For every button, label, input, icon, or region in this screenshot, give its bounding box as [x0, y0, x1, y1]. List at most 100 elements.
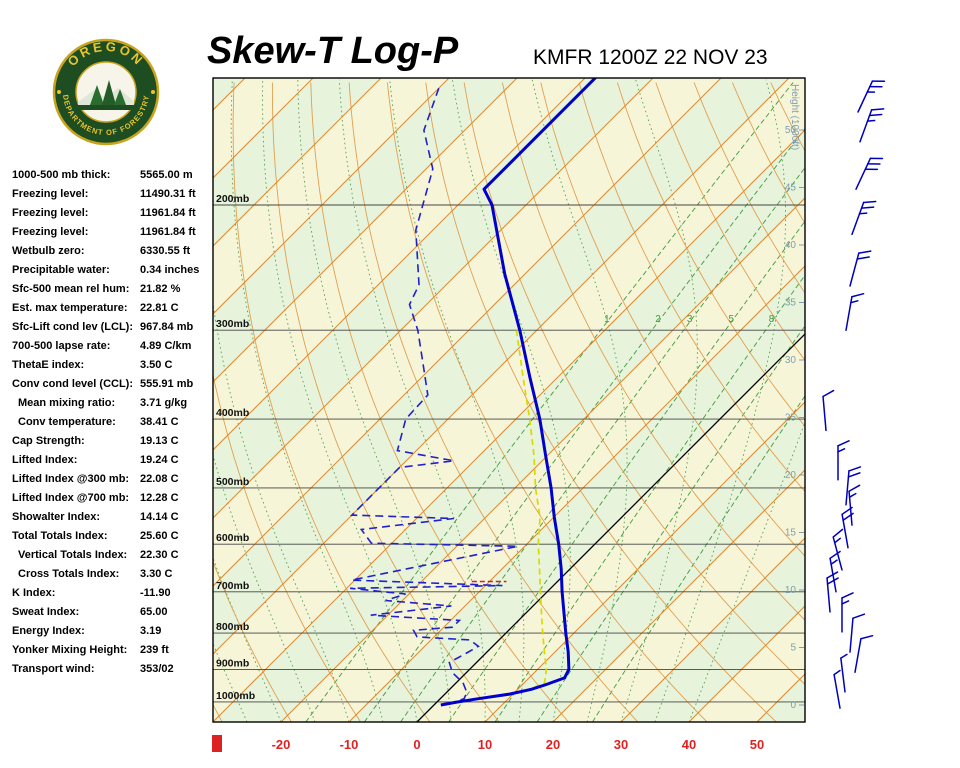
wind-barb [849, 613, 866, 653]
stat-value: 19.24 C [140, 454, 179, 466]
stat-label: Lifted Index @300 mb: [12, 473, 130, 485]
zero-isotherm-line [416, 333, 805, 722]
wind-barb [857, 80, 886, 113]
wind-barb [845, 466, 862, 506]
stat-value: -11.90 [140, 587, 171, 599]
svg-text:50: 50 [750, 737, 764, 752]
height-axis-title: Height (1000ft) [789, 84, 800, 150]
stat-value: 0.34 inches [140, 264, 200, 276]
stat-row: Cross Totals Index: 3.30 C [12, 566, 212, 585]
page-title: Skew-T Log-P [207, 30, 459, 72]
stat-label: K Index: [12, 587, 56, 599]
stat-row: Wetbulb zero: 6330.55 ft [12, 243, 212, 262]
stat-label: 700-500 lapse rate: [12, 340, 111, 352]
stat-value: 65.00 [140, 606, 168, 618]
stat-label: 1000-500 mb thick: [12, 169, 111, 181]
stat-row: Freezing level: 11961.84 ft [12, 205, 212, 224]
svg-text:15: 15 [785, 528, 797, 539]
svg-text:700mb: 700mb [216, 580, 249, 592]
svg-text:800mb: 800mb [216, 621, 249, 633]
wind-barb [854, 634, 874, 673]
wind-barb [826, 571, 839, 613]
stat-row: 1000-500 mb thick: 5565.00 m [12, 167, 212, 186]
stat-row: Cap Strength: 19.13 C [12, 433, 212, 452]
svg-text:-10: -10 [340, 737, 359, 752]
logo-star-left [57, 90, 61, 94]
stat-value: 12.28 C [140, 492, 179, 504]
svg-text:2: 2 [655, 314, 661, 325]
stat-label: Freezing level: [12, 188, 89, 200]
stat-row: Est. max temperature: 22.81 C [12, 300, 212, 319]
wind-barb [859, 108, 885, 143]
stat-label: Transport wind: [12, 663, 95, 675]
stat-value: 4.89 C/km [140, 340, 192, 352]
wind-barb [855, 157, 884, 190]
dry-adiabats [213, 82, 805, 722]
stat-row: Conv cond level (CCL): 555.91 mb [12, 376, 212, 395]
stat-label: Yonker Mixing Height: [12, 644, 128, 656]
stat-label: Sfc-Lift cond lev (LCL): [12, 321, 133, 333]
stat-row: Precipitable water: 0.34 inches [12, 262, 212, 281]
svg-text:5: 5 [790, 643, 796, 654]
svg-text:8: 8 [769, 314, 775, 325]
stat-value: 11961.84 ft [140, 226, 196, 238]
svg-text:30: 30 [785, 355, 797, 366]
svg-text:900mb: 900mb [216, 657, 249, 669]
stat-label: Est. max temperature: [12, 302, 128, 314]
stat-value: 22.81 C [140, 302, 179, 314]
wind-barb [833, 669, 841, 709]
plot-border [212, 77, 806, 723]
wind-barb [845, 292, 865, 331]
svg-text:40: 40 [785, 240, 797, 251]
stat-value: 5565.00 m [140, 169, 193, 181]
svg-text:40: 40 [682, 737, 696, 752]
wind-barb [837, 440, 850, 481]
stat-label: Cross Totals Index: [18, 568, 120, 580]
stat-label: Lifted Index: [12, 454, 78, 466]
stat-row: Sweat Index: 65.00 [12, 604, 212, 623]
stat-row: Freezing level: 11490.31 ft [12, 186, 212, 205]
stat-row: K Index: -11.90 [12, 585, 212, 604]
svg-text:-20: -20 [272, 737, 291, 752]
wind-barb [840, 653, 848, 693]
stat-row: Sfc-500 mean rel hum: 21.82 % [12, 281, 212, 300]
svg-text:10: 10 [478, 737, 492, 752]
stat-label: Conv cond level (CCL): [12, 378, 134, 390]
stat-value: 3.30 C [140, 568, 173, 580]
wind-barb [848, 484, 861, 526]
stat-label: Wetbulb zero: [12, 245, 85, 257]
stat-row: Total Totals Index: 25.60 C [12, 528, 212, 547]
stats-panel: 1000-500 mb thick: 5565.00 m Freezing leve… [12, 167, 212, 680]
svg-text:1: 1 [604, 314, 610, 325]
wind-barb [832, 528, 844, 571]
svg-text:3: 3 [687, 314, 693, 325]
stat-row: ThetaE index: 3.50 C [12, 357, 212, 376]
stat-label: Sweat Index: [12, 606, 80, 618]
svg-text:25: 25 [785, 413, 797, 424]
isobar-lines [213, 204, 805, 703]
stat-value: 21.82 % [140, 283, 181, 295]
wind-barb [849, 250, 872, 287]
wind-barb [822, 389, 835, 432]
stat-label: Mean mixing ratio: [18, 397, 116, 409]
svg-text:50: 50 [785, 125, 797, 136]
svg-text:10: 10 [785, 585, 797, 596]
wetbulb-trace [515, 330, 548, 692]
svg-text:200mb: 200mb [216, 193, 249, 205]
stat-value: 6330.55 ft [140, 245, 191, 257]
stat-value: 239 ft [140, 644, 169, 656]
stat-value: 22.08 C [140, 473, 179, 485]
stat-row: Lifted Index: 19.24 C [12, 452, 212, 471]
svg-text:0: 0 [790, 700, 796, 711]
wind-barb [841, 506, 854, 549]
height-axis: 0 5 10 15 20 25 30 35 40 45 50 [785, 125, 804, 711]
temp-axis-labels: -20 -10 0 10 20 30 40 50 [272, 737, 765, 752]
logo-trees [77, 80, 135, 110]
stat-value: 14.14 C [140, 511, 179, 523]
svg-text:500mb: 500mb [216, 476, 249, 488]
stat-label: Freezing level: [12, 207, 89, 219]
stat-row: Sfc-Lift cond lev (LCL): 967.84 mb [12, 319, 212, 338]
dewpoint-trace [350, 87, 519, 705]
